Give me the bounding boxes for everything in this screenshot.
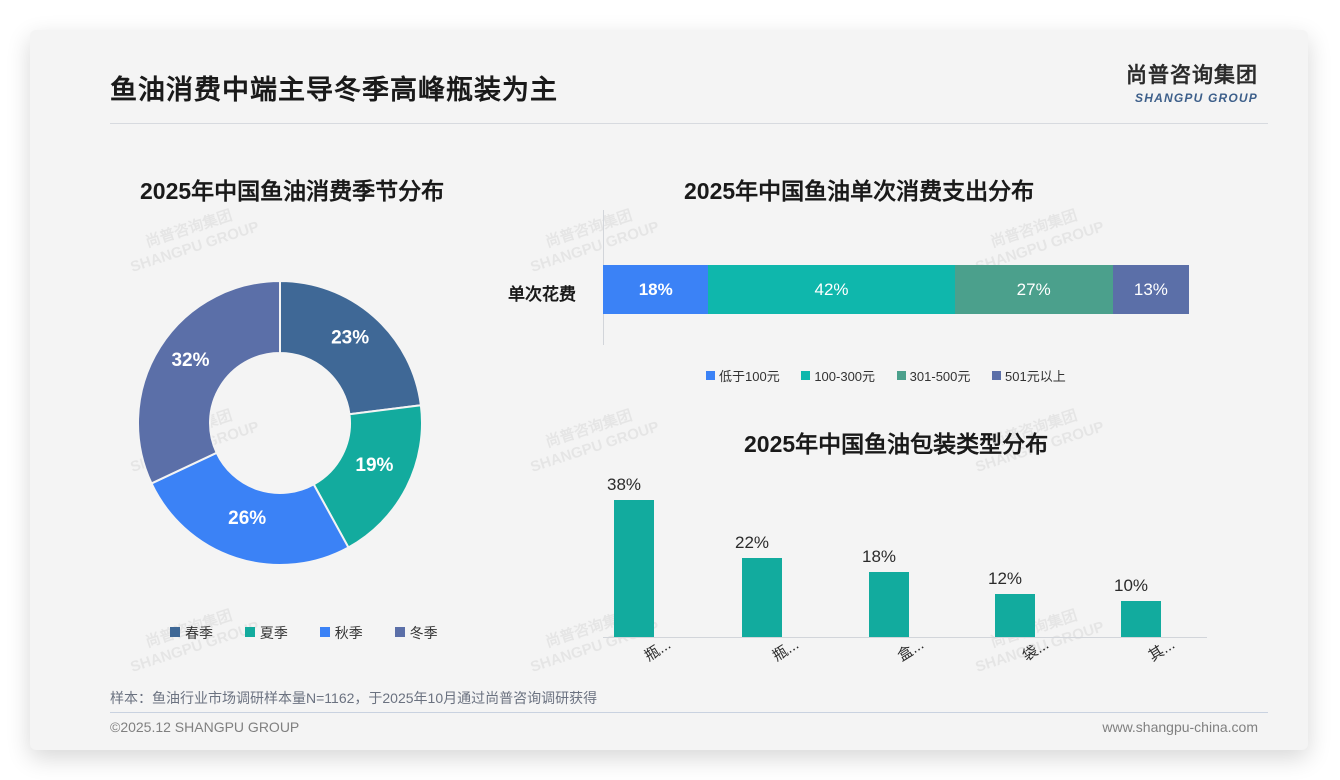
svg-text:19%: 19%	[355, 455, 393, 476]
svg-text:32%: 32%	[171, 350, 209, 371]
svg-text:26%: 26%	[228, 508, 266, 529]
svg-text:23%: 23%	[331, 328, 369, 349]
